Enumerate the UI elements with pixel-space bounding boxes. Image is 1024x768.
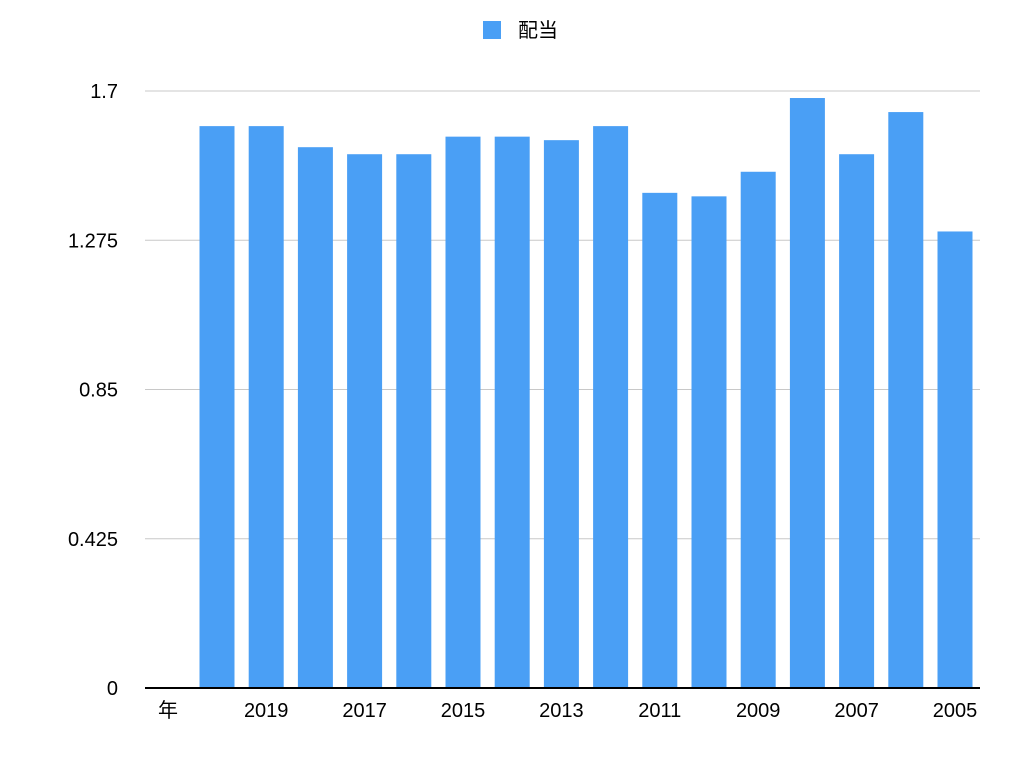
- legend-label-dividend: 配当: [518, 18, 558, 42]
- x-tick-label: 2005: [933, 700, 978, 722]
- legend: 配当: [483, 18, 558, 42]
- x-tick-label: 2017: [342, 700, 387, 722]
- y-tick-label: 0.425: [68, 529, 118, 551]
- y-tick-label: 1.275: [68, 230, 118, 252]
- bar-2005: [937, 231, 973, 688]
- legend-swatch: [483, 21, 501, 39]
- bar-2017: [347, 154, 383, 688]
- x-tick-label: 2015: [441, 700, 486, 722]
- bars: [199, 98, 973, 689]
- bar-2013: [543, 140, 579, 688]
- bar-2015: [445, 136, 481, 688]
- bar-2018: [297, 147, 333, 688]
- bar-2006: [888, 112, 924, 688]
- x-tick-label: 2019: [244, 700, 289, 722]
- x-tick-label: 2013: [539, 700, 584, 722]
- y-axis-tick-labels: 0 0.425 0.85 1.275 1.7: [68, 81, 118, 700]
- y-tick-label: 1.7: [90, 81, 118, 103]
- bar-2016: [396, 154, 432, 688]
- bar-2009: [740, 171, 776, 688]
- y-tick-label: 0.85: [79, 380, 118, 402]
- bar-2019: [248, 126, 284, 689]
- x-axis-tick-labels: 2019 2017 2015 2013 2011 2009 2007 2005: [244, 700, 977, 722]
- x-tick-label: 2009: [736, 700, 781, 722]
- bar-2007: [839, 154, 875, 688]
- y-tick-label: 0: [107, 678, 118, 700]
- bar-2012: [593, 126, 629, 689]
- bar-2010: [691, 196, 727, 688]
- bar-2011: [642, 192, 678, 688]
- x-tick-label: 2007: [834, 700, 879, 722]
- x-axis-title: 年: [158, 698, 178, 722]
- bar-2008: [789, 98, 825, 688]
- bar-2014: [494, 136, 530, 688]
- x-tick-label: 2011: [638, 700, 681, 722]
- bar-2020: [199, 126, 235, 689]
